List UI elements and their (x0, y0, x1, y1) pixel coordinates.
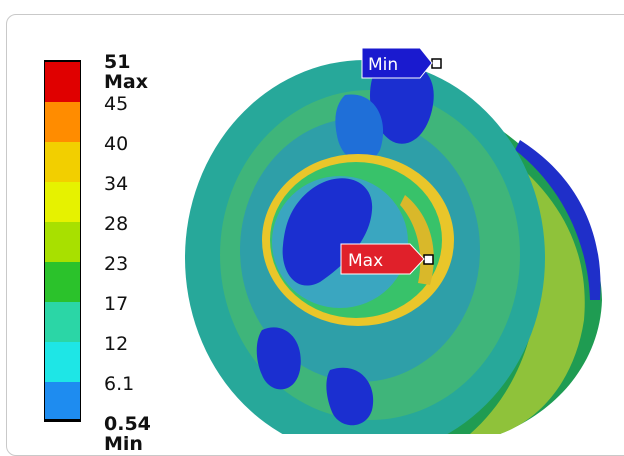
legend-tick: 28 (104, 213, 129, 235)
legend-swatch (44, 262, 81, 302)
legend-tick: 34 (104, 173, 129, 195)
legend-top-cap (44, 60, 81, 63)
min-marker-flag (361, 47, 433, 79)
low-stress-patch-lower (326, 367, 374, 426)
max-marker: Max (340, 243, 434, 275)
min-marker-label: Min (368, 55, 398, 75)
legend-tick-min: 0.54 Min (104, 413, 151, 455)
stress-model-view: Min Max (185, 47, 602, 434)
legend-tick: 12 (104, 333, 129, 355)
legend-tick: 6.1 (104, 373, 135, 395)
legend-tick: 23 (104, 253, 129, 275)
hub-low-stress-patch (282, 178, 373, 286)
legend-swatch (44, 62, 81, 102)
legend-swatch (44, 222, 81, 262)
min-marker: Min (361, 47, 442, 79)
low-stress-patch-upper (335, 94, 384, 163)
legend-swatch (44, 382, 81, 422)
legend-swatch (44, 102, 81, 142)
legend-swatch (44, 342, 81, 382)
legend-swatch (44, 302, 81, 342)
legend-tick-max: 51 Max (104, 51, 148, 93)
part-side-dark-band (515, 140, 601, 300)
legend-tick: 40 (104, 133, 129, 155)
legend-bottom-cap (44, 419, 81, 422)
max-marker-label: Max (348, 251, 383, 271)
low-stress-patch-left (256, 327, 301, 390)
max-marker-flag (340, 243, 425, 275)
legend-tick: 45 (104, 93, 129, 115)
legend-swatch (44, 142, 81, 182)
low-stress-patch-top (369, 59, 434, 144)
min-marker-point (431, 58, 442, 69)
max-marker-point (423, 254, 434, 265)
part-side-band (470, 150, 585, 434)
legend-tick: 17 (104, 293, 129, 315)
legend-swatch (44, 182, 81, 222)
